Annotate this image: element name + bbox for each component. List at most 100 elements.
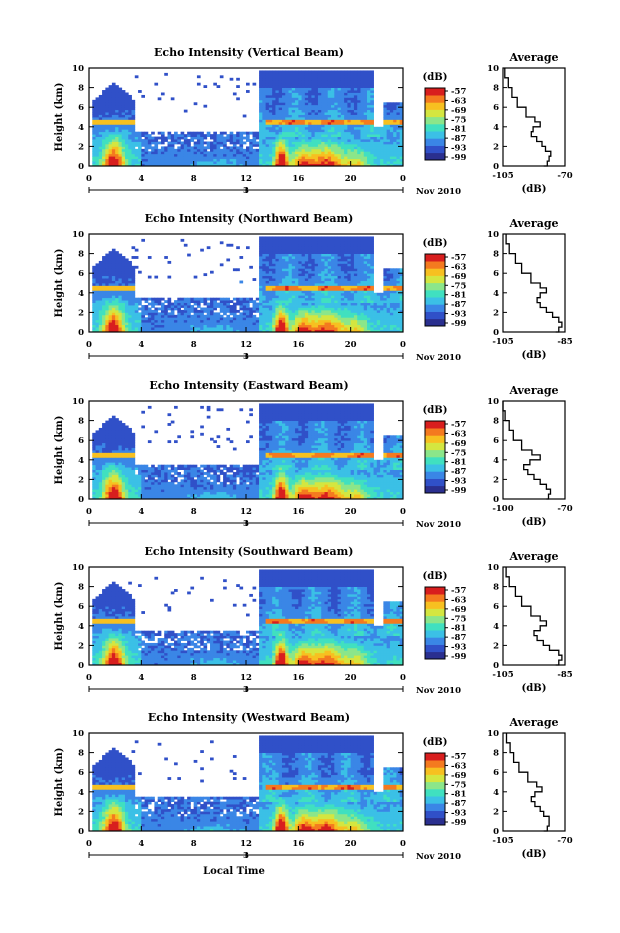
- heatmap-cell: [289, 73, 293, 76]
- heatmap-cell: [112, 276, 116, 279]
- heatmap-cell: [364, 263, 368, 266]
- heatmap-cell: [285, 151, 289, 154]
- heatmap-cell: [321, 327, 325, 330]
- heatmap-cell: [125, 117, 129, 120]
- heatmap-cell: [354, 295, 358, 298]
- heatmap-cell: [390, 276, 394, 279]
- heatmap-cell: [328, 278, 332, 281]
- heatmap-cell: [217, 139, 221, 142]
- heatmap-cell: [292, 246, 296, 249]
- heatmap-cell: [315, 75, 319, 78]
- heatmap-cell: [246, 156, 250, 159]
- heatmap-cell: [262, 295, 266, 298]
- heatmap-cell: [370, 295, 374, 298]
- heatmap-cell: [115, 317, 119, 320]
- heatmap-cell: [187, 146, 191, 149]
- heatmap-cell: [132, 107, 136, 110]
- heatmap-cell: [279, 312, 283, 315]
- heatmap-cell: [109, 124, 113, 127]
- heatmap-cell: [275, 146, 279, 149]
- heatmap-cell: [105, 107, 109, 110]
- heatmap-cell: [105, 293, 109, 296]
- heatmap-cell: [390, 122, 394, 125]
- heatmap-cell: [360, 154, 364, 157]
- heatmap-cell: [341, 239, 345, 242]
- heatmap-cell: [269, 325, 273, 328]
- heatmap-cell: [102, 151, 106, 154]
- heatmap-cell: [377, 154, 381, 157]
- heatmap-cell: [370, 161, 374, 164]
- heatmap-cell: [200, 156, 204, 159]
- heatmap-cell: [338, 100, 342, 103]
- heatmap-cell: [272, 129, 276, 132]
- heatmap-cell: [298, 259, 302, 262]
- heatmap-cell: [360, 246, 364, 249]
- heatmap-cell: [275, 239, 279, 242]
- heatmap-cell: [367, 263, 371, 266]
- heatmap-cell: [239, 317, 243, 320]
- heatmap-cell: [302, 244, 306, 247]
- heatmap-cell: [102, 298, 106, 301]
- heatmap-cell: [262, 83, 266, 86]
- heatmap-cell: [279, 276, 283, 279]
- heatmap-cell: [190, 310, 194, 313]
- heatmap-cell: [367, 273, 371, 276]
- heatmap-cell: [105, 132, 109, 135]
- heatmap-cell: [181, 303, 185, 306]
- heatmap-cell: [122, 134, 126, 137]
- heatmap-cell: [272, 93, 276, 96]
- heatmap-cell: [230, 149, 234, 152]
- heatmap-cell: [164, 149, 168, 152]
- heatmap-cell: [334, 310, 338, 313]
- heatmap-cell: [269, 75, 273, 78]
- heatmap-cell: [197, 303, 201, 306]
- heatmap-cell: [132, 283, 136, 286]
- heatmap-cell: [393, 325, 397, 328]
- heatmap-cell: [259, 100, 263, 103]
- heatmap-cell: [109, 142, 113, 145]
- heatmap-cell: [125, 263, 129, 266]
- heatmap-cell: [341, 95, 345, 98]
- heatmap-cell: [311, 273, 315, 276]
- heatmap-cell: [259, 137, 263, 140]
- heatmap-cell: [220, 325, 224, 328]
- heatmap-cell: [275, 95, 279, 98]
- heatmap-cell: [289, 268, 293, 271]
- heatmap-cell: [298, 117, 302, 120]
- heatmap-cell: [279, 75, 283, 78]
- heatmap-cell: [210, 310, 214, 313]
- heatmap-cell: [213, 146, 217, 149]
- heatmap-cell: [184, 146, 188, 149]
- heatmap-cell: [213, 159, 217, 162]
- heatmap-cell: [279, 70, 283, 73]
- heatmap-cell: [354, 273, 358, 276]
- heatmap-cell: [347, 80, 351, 83]
- heatmap-cell: [292, 83, 296, 86]
- heatmap-cell: [325, 112, 329, 115]
- heatmap-cell: [285, 285, 289, 288]
- heatmap-cell: [249, 132, 253, 135]
- heatmap-cell: [207, 322, 211, 325]
- heatmap-cell: [387, 137, 391, 140]
- heatmap-cell: [141, 95, 145, 98]
- heatmap-cell: [249, 300, 253, 303]
- heatmap-cell: [99, 312, 103, 315]
- heatmap-cell: [282, 308, 286, 311]
- heatmap-cell: [259, 75, 263, 78]
- heatmap-cell: [105, 259, 109, 262]
- heatmap-cell: [344, 295, 348, 298]
- heatmap-cell: [364, 259, 368, 262]
- heatmap-cell: [338, 278, 342, 281]
- heatmap-cell: [338, 78, 342, 81]
- heatmap-cell: [269, 281, 273, 284]
- heatmap-cell: [393, 117, 397, 120]
- heatmap-cell: [360, 75, 364, 78]
- heatmap-cell: [370, 271, 374, 274]
- heatmap-cell: [315, 146, 319, 149]
- heatmap-cell: [282, 134, 286, 137]
- heatmap-cell: [168, 137, 172, 140]
- heatmap-cell: [357, 100, 361, 103]
- heatmap-cell: [220, 139, 224, 142]
- heatmap-cell: [357, 249, 361, 252]
- heatmap-cell: [295, 283, 299, 286]
